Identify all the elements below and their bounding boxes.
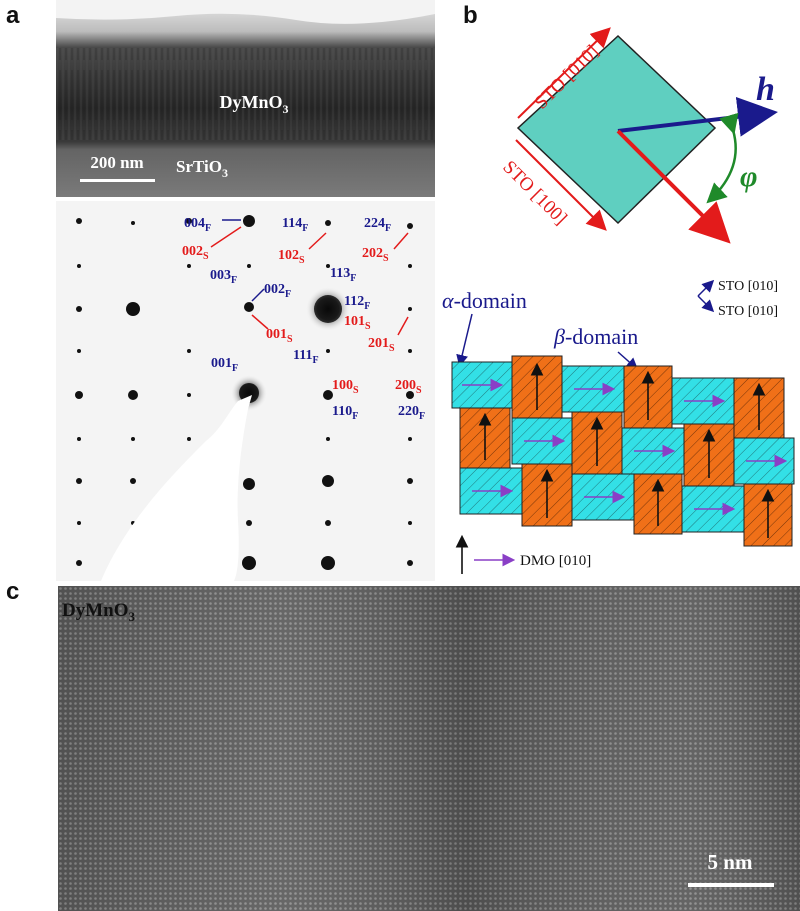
- axis-arrow-1: [697, 279, 715, 297]
- scale-bar-label: 200 nm: [90, 153, 143, 172]
- film-label: DyMnO3: [220, 92, 289, 116]
- panel-label-a: a: [6, 2, 20, 29]
- spot-label: 102S: [278, 248, 305, 266]
- spot-label: 002S: [182, 244, 209, 262]
- scale-bar: [80, 179, 155, 182]
- hrtem-image: DyMnO3 5 nm: [58, 586, 800, 911]
- indicator-arrow: [397, 316, 409, 336]
- indicator-arrow: [393, 232, 409, 250]
- diffraction-pattern-image: 004F 114F 224F 002S 102S 202S 003F 002F …: [56, 201, 435, 581]
- sto-010-arrow: [517, 27, 611, 119]
- domain-mosaic: [451, 355, 795, 547]
- indicator-arrow: [251, 314, 269, 330]
- spot-label: 002F: [264, 282, 291, 300]
- h-label: h: [756, 71, 775, 108]
- dmo-legend-label: DMO [010]: [520, 553, 591, 569]
- phi-angle-arc: [706, 112, 739, 204]
- phi-label: φ: [740, 160, 758, 193]
- sto-100-arrow: [515, 139, 607, 231]
- spot-label: 201S: [368, 336, 395, 354]
- spot-label: 202S: [362, 246, 389, 264]
- beta-domain-label: β-domain: [553, 324, 638, 349]
- alpha-domain-label: α-domain: [442, 288, 527, 313]
- spot-label: 110F: [332, 404, 358, 422]
- sto-unit-square: [516, 34, 717, 225]
- spot-label: 200S: [395, 378, 422, 396]
- spot-label: 220F: [398, 404, 425, 422]
- indicator-arrow: [210, 226, 242, 248]
- axis-arrow-2: [697, 295, 715, 313]
- indicator-arrow: [308, 232, 327, 250]
- alpha-pointer: [456, 313, 473, 367]
- h-field-arrow: [617, 96, 778, 137]
- spot-label: 003F: [210, 268, 237, 286]
- hrtem-scale-bar: [688, 883, 774, 887]
- spot-label: 001S: [266, 327, 293, 345]
- beam-stopper: [101, 395, 252, 581]
- spot-label: 113F: [330, 266, 356, 284]
- axis-label-2: STO [010]: [718, 304, 778, 319]
- substrate-label: SrTiO3: [176, 157, 228, 180]
- spot-label: 100S: [332, 378, 359, 396]
- domain-schematic: α-domain β-domain STO [010] STO [010]: [442, 279, 795, 574]
- hrtem-scale-bar-label: 5 nm: [708, 850, 753, 874]
- orientation-diagram: STO [010] STO [100] h φ: [498, 27, 778, 244]
- spot-label: 001F: [211, 356, 238, 374]
- axis-label-1: STO [010]: [718, 279, 778, 294]
- hrtem-film-label: DyMnO3: [62, 600, 136, 624]
- spot-label: 004F: [184, 216, 211, 234]
- beta-pointer: [617, 351, 639, 370]
- polarization-arrows: [462, 362, 788, 538]
- sto-axis-arrow: [616, 129, 731, 244]
- spot-label: 112F: [344, 294, 370, 312]
- panel-label-b: b: [463, 2, 478, 29]
- spot-label: 101S: [344, 314, 371, 332]
- spot-label: 224F: [364, 216, 391, 234]
- spot-label: 114F: [282, 216, 308, 234]
- spot-label: 111F: [293, 348, 319, 366]
- tem-cross-section-image: DyMnO3 SrTiO3 200 nm: [56, 0, 435, 197]
- indicator-arrow: [251, 288, 265, 302]
- panel-label-c: c: [6, 578, 20, 605]
